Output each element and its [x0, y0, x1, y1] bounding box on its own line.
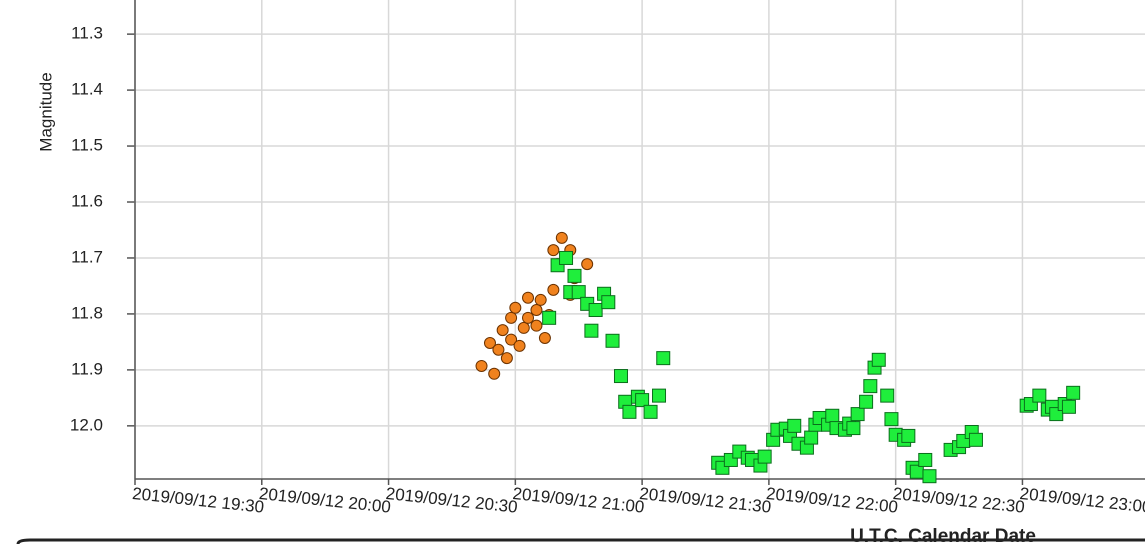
data-point: [522, 311, 535, 324]
data-point: [804, 430, 819, 445]
data-point: [643, 404, 658, 419]
y-axis-title: Magnitude: [36, 72, 55, 151]
y-tick-label: 11.7: [71, 247, 103, 266]
data-point: [475, 359, 488, 372]
data-point: [505, 311, 518, 324]
data-point: [918, 452, 933, 467]
x-tick-label: 2019/09/12 20:30: [385, 484, 519, 517]
data-point: [505, 333, 518, 346]
data-point: [530, 319, 543, 332]
data-point: [850, 407, 865, 422]
data-point: [622, 404, 637, 419]
data-point: [825, 408, 840, 423]
data-point: [909, 464, 924, 479]
data-point: [613, 369, 628, 384]
y-tick-label: 11.4: [71, 80, 103, 99]
x-tick-label: 2019/09/12 20:00: [258, 484, 392, 517]
data-point: [968, 432, 983, 447]
y-tick-label: 11.3: [71, 24, 103, 43]
data-point: [846, 421, 861, 436]
data-point: [547, 283, 560, 296]
data-point: [542, 310, 557, 325]
data-point: [483, 337, 496, 350]
data-point: [635, 393, 650, 408]
data-point: [492, 343, 505, 356]
grid: [127, 0, 1145, 485]
data-point: [509, 301, 522, 314]
data-point: [884, 412, 899, 427]
data-point: [567, 268, 582, 283]
data-point: [1066, 385, 1081, 400]
data-point: [513, 339, 526, 352]
data-point: [559, 250, 574, 265]
data-point: [547, 244, 560, 257]
data-point: [859, 394, 874, 409]
data-point: [922, 469, 937, 484]
x-tick-label: 2019/09/12 22:00: [765, 484, 899, 517]
data-point: [488, 367, 501, 380]
data-point: [601, 295, 616, 310]
data-point: [880, 388, 895, 403]
y-tick-label: 12.0: [70, 415, 103, 434]
data-point: [656, 351, 671, 366]
y-tick-label: 11.9: [71, 359, 103, 378]
data-point: [871, 352, 886, 367]
data-point: [581, 258, 594, 271]
data-point: [757, 449, 772, 464]
data-point: [496, 324, 509, 337]
data-point: [517, 321, 530, 334]
y-tick-label: 11.8: [71, 303, 103, 322]
data-point: [787, 418, 802, 433]
marks: [475, 231, 1081, 484]
data-point: [588, 303, 603, 318]
y-tick-label: 11.6: [71, 191, 103, 210]
x-tick-label: 2019/09/12 21:00: [512, 484, 646, 517]
data-point: [522, 291, 535, 304]
data-point: [584, 323, 599, 338]
data-point: [500, 352, 513, 365]
y-tick-label: 11.5: [71, 136, 103, 155]
data-point: [534, 293, 547, 306]
x-tick-label: 2019/09/12 19:30: [131, 484, 265, 517]
data-point: [1061, 399, 1076, 414]
data-point: [571, 285, 586, 300]
data-point: [1032, 388, 1047, 403]
data-point: [652, 388, 667, 403]
data-point: [863, 379, 878, 394]
data-point: [605, 333, 620, 348]
x-tick-label: 2019/09/12 22:30: [892, 484, 1026, 517]
data-point: [555, 231, 568, 244]
x-tick-label: 2019/09/12 23:00: [1019, 484, 1145, 517]
data-point: [901, 428, 916, 443]
panel-border: [16, 538, 1145, 544]
x-tick-label: 2019/09/12 21:30: [638, 484, 772, 517]
data-point: [538, 331, 551, 344]
data-point: [530, 304, 543, 317]
